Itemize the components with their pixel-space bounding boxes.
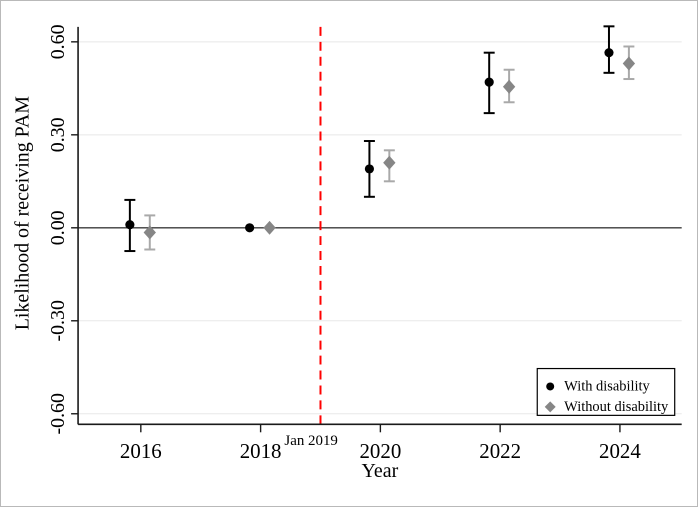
x-axis-title: Year bbox=[362, 460, 399, 482]
data-marker-diamond bbox=[622, 56, 636, 71]
reference-line-label: Jan 2019 bbox=[284, 433, 338, 449]
legend-circle-icon bbox=[546, 382, 555, 391]
y-tick-label: 0.60 bbox=[47, 24, 69, 59]
x-tick-label: 2016 bbox=[120, 439, 162, 463]
legend-diamond-icon bbox=[544, 401, 556, 413]
y-tick-label: 0.00 bbox=[47, 210, 69, 245]
x-tick-label: 2020 bbox=[359, 439, 401, 463]
data-marker-diamond bbox=[502, 79, 516, 94]
data-marker-circle bbox=[364, 164, 375, 174]
data-marker-diamond bbox=[383, 155, 396, 170]
x-tick-label: 2024 bbox=[599, 439, 641, 463]
data-marker-circle bbox=[604, 48, 614, 58]
legend-box bbox=[536, 367, 676, 416]
y-tick-label: -0.60 bbox=[47, 393, 69, 435]
x-tick-label: 2018 bbox=[240, 439, 282, 463]
data-marker-circle bbox=[125, 220, 135, 230]
y-axis-title: Likelihood of receiving PAM bbox=[11, 96, 33, 331]
y-tick-label: -0.30 bbox=[47, 300, 69, 342]
legend-label: With disability bbox=[564, 378, 650, 394]
data-marker-circle bbox=[484, 77, 494, 87]
data-marker-circle bbox=[245, 223, 255, 233]
data-marker-diamond bbox=[263, 220, 276, 235]
y-tick-label: 0.30 bbox=[47, 117, 69, 152]
x-tick-label: 2022 bbox=[479, 439, 521, 463]
legend-label: Without disability bbox=[564, 399, 669, 415]
